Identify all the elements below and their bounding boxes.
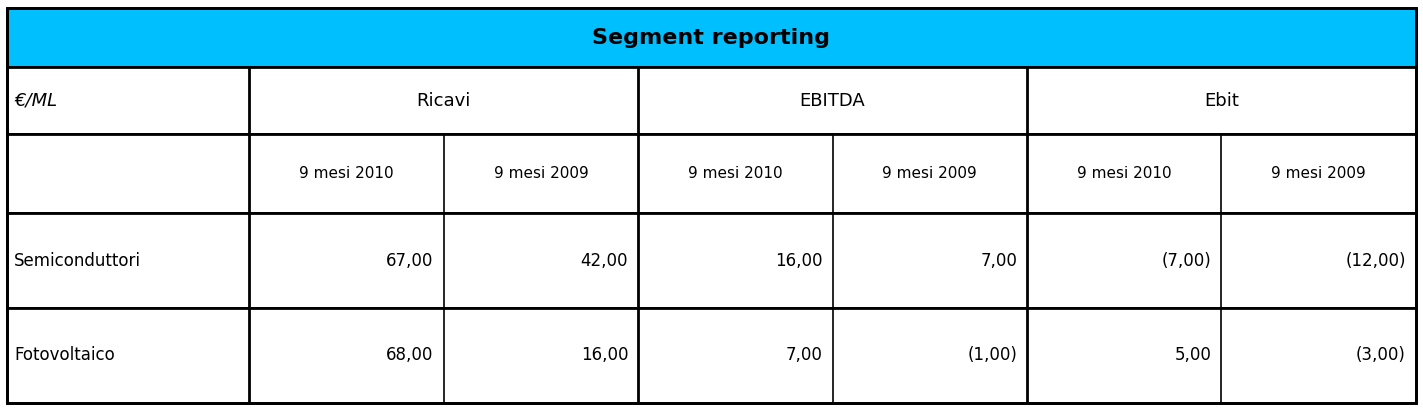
Text: 9 mesi 2009: 9 mesi 2009 [882, 166, 978, 181]
Text: (1,00): (1,00) [968, 346, 1017, 365]
Text: 9 mesi 2009: 9 mesi 2009 [1271, 166, 1366, 181]
Text: 7,00: 7,00 [980, 252, 1017, 270]
Text: 16,00: 16,00 [776, 252, 822, 270]
Text: Fotovoltaico: Fotovoltaico [14, 346, 115, 365]
Text: Ebit: Ebit [1204, 92, 1239, 110]
Text: €/ML: €/ML [14, 92, 57, 110]
Text: Segment reporting: Segment reporting [592, 28, 831, 48]
Text: 16,00: 16,00 [581, 346, 628, 365]
Polygon shape [7, 134, 1416, 213]
Text: 7,00: 7,00 [785, 346, 822, 365]
Text: (12,00): (12,00) [1345, 252, 1406, 270]
Text: 9 mesi 2010: 9 mesi 2010 [299, 166, 394, 181]
Polygon shape [7, 213, 1416, 308]
Text: EBITDA: EBITDA [800, 92, 865, 110]
Text: 9 mesi 2010: 9 mesi 2010 [689, 166, 783, 181]
Text: (7,00): (7,00) [1161, 252, 1211, 270]
Text: 9 mesi 2010: 9 mesi 2010 [1077, 166, 1171, 181]
Text: 5,00: 5,00 [1174, 346, 1211, 365]
Text: 67,00: 67,00 [387, 252, 434, 270]
Text: Semiconduttori: Semiconduttori [14, 252, 141, 270]
Text: 42,00: 42,00 [581, 252, 628, 270]
Text: Ricavi: Ricavi [417, 92, 471, 110]
Text: 68,00: 68,00 [387, 346, 434, 365]
Text: 9 mesi 2009: 9 mesi 2009 [494, 166, 588, 181]
Polygon shape [7, 8, 1416, 67]
Polygon shape [7, 308, 1416, 403]
Text: (3,00): (3,00) [1356, 346, 1406, 365]
Polygon shape [7, 67, 1416, 134]
